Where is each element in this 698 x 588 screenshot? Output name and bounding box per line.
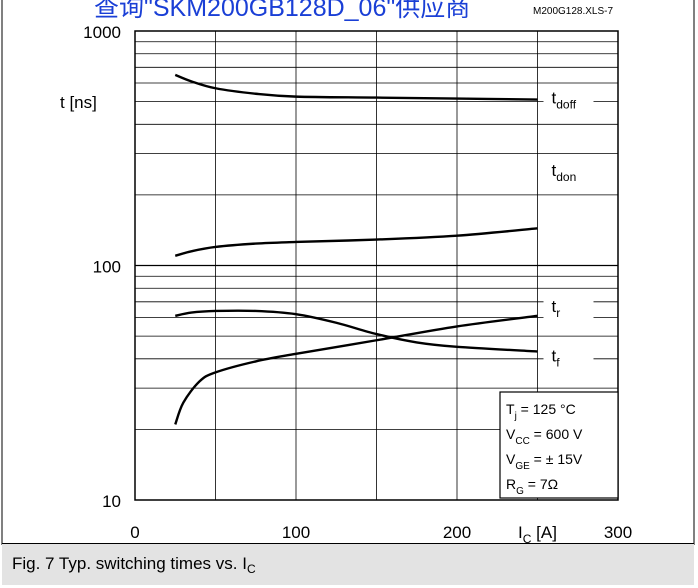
y-tick-label: 1000 xyxy=(83,23,121,42)
series-line-tf xyxy=(174,309,538,353)
condition-RG: RG = 7Ω xyxy=(506,476,558,497)
series-label-backing xyxy=(543,292,594,323)
caption-text: Fig. 7 Typ. switching times vs. I xyxy=(12,554,247,573)
supplier-link[interactable]: 查询"SKM200GB128D_06"供应商 xyxy=(94,0,471,22)
series-label-tf: tf xyxy=(552,346,561,369)
series-label-backing xyxy=(543,341,594,372)
x-axis-label: IC [A] xyxy=(518,523,557,545)
condition-VCC: VCC = 600 V xyxy=(506,426,583,447)
x-tick-label: 200 xyxy=(443,523,471,542)
series-label-tdon: tdon xyxy=(552,161,577,184)
series-label-tr: tr xyxy=(552,297,561,320)
doc-code: M200G128.XLS-7 xyxy=(533,6,614,17)
x-tick-label: 0 xyxy=(130,523,139,542)
x-tick-label: 100 xyxy=(282,523,310,542)
series-line-tr xyxy=(174,314,538,425)
series-label-tdoff: tdoff xyxy=(552,89,577,112)
conditions-box xyxy=(499,391,619,499)
series-label-backing xyxy=(543,83,594,114)
y-axis-label: t [ns] xyxy=(60,93,97,112)
y-tick-label: 10 xyxy=(102,492,121,511)
chart: 10 100 1000 0 100 200 300 t [ns] IC [A] tdoff tdon… xyxy=(1,0,695,545)
condition-Tj: Tj = 125 °C xyxy=(506,401,576,422)
y-tick-label: 100 xyxy=(93,258,121,277)
series-line-tdoff xyxy=(174,73,538,101)
caption-subscript: C xyxy=(246,562,256,576)
series-line-tdon xyxy=(174,227,538,257)
caption-text-wrap: Fig. 7 Typ. switching times vs. IC xyxy=(12,554,256,576)
series-label-backing xyxy=(543,156,594,187)
condition-VGE: VGE = ± 15V xyxy=(506,451,583,472)
x-tick-label: 300 xyxy=(604,523,632,542)
figure-caption: Fig. 7 Typ. switching times vs. IC xyxy=(2,543,694,585)
